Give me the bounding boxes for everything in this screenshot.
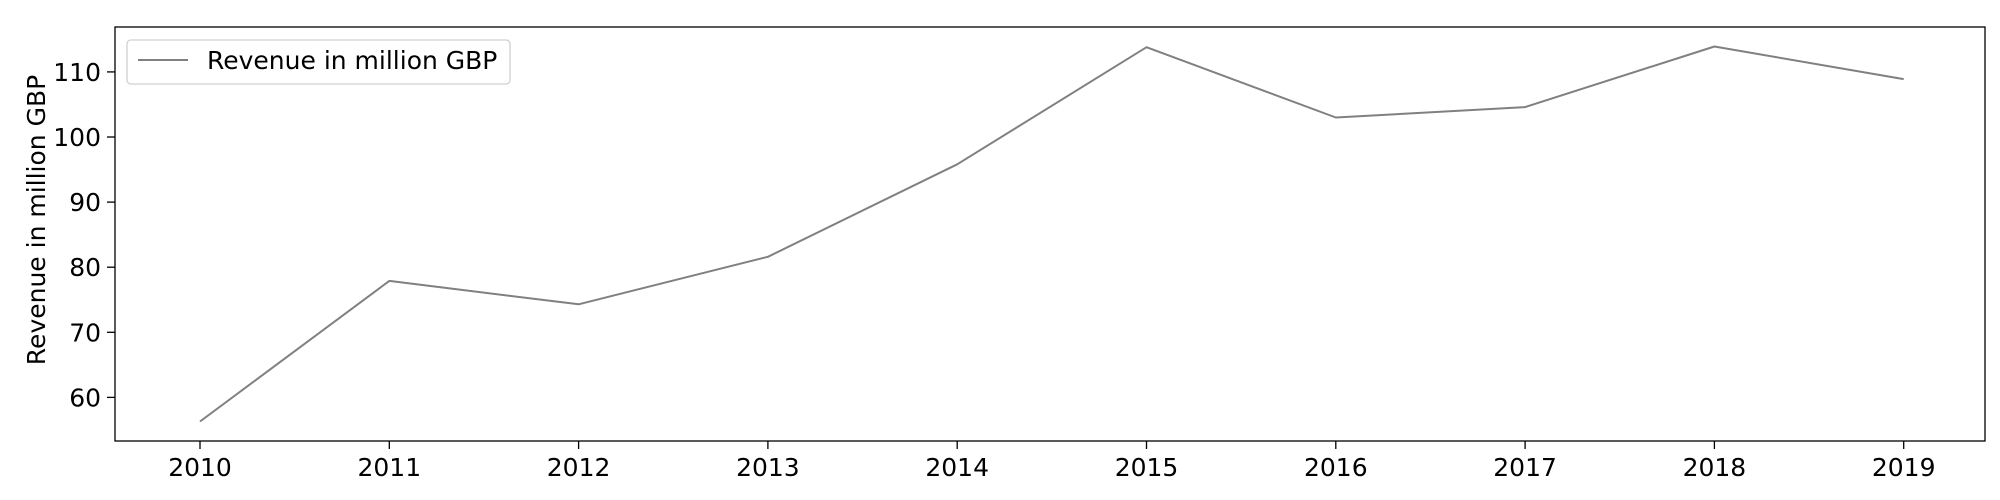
x-tick-label: 2016 <box>1304 453 1368 482</box>
series-layer <box>199 45 1904 423</box>
y-tick-label: 70 <box>69 318 101 347</box>
x-tick-label: 2015 <box>1115 453 1179 482</box>
series-line-revenue <box>199 45 1904 423</box>
x-tick-label: 2011 <box>357 453 421 482</box>
y-tick-label: 60 <box>69 383 101 412</box>
x-tick-label: 2012 <box>547 453 611 482</box>
x-tick-label: 2014 <box>925 453 989 482</box>
legend: Revenue in million GBP <box>126 39 511 85</box>
x-tick-label: 2017 <box>1493 453 1557 482</box>
y-axis-title: Revenue in million GBP <box>22 75 51 365</box>
y-tick-label: 80 <box>69 253 101 282</box>
y-tick-label: 100 <box>53 123 101 152</box>
x-tick-label: 2018 <box>1683 453 1747 482</box>
y-axis: 60 70 80 90 100 110 <box>53 58 115 412</box>
legend-label-revenue: Revenue in million GBP <box>207 46 497 75</box>
x-tick-label: 2013 <box>736 453 800 482</box>
plot-frame <box>114 26 1986 442</box>
legend-box <box>126 39 511 85</box>
x-tick-label: 2010 <box>168 453 232 482</box>
y-tick-label: 110 <box>53 58 101 87</box>
x-tick-label: 2019 <box>1872 453 1936 482</box>
x-axis: 2010 2011 2012 2013 2014 2015 2016 2017 2018 2019 <box>168 441 1936 482</box>
y-tick-label: 90 <box>69 188 101 217</box>
